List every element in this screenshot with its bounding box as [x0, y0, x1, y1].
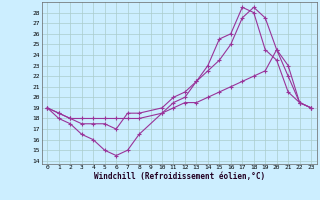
X-axis label: Windchill (Refroidissement éolien,°C): Windchill (Refroidissement éolien,°C) — [94, 172, 265, 181]
